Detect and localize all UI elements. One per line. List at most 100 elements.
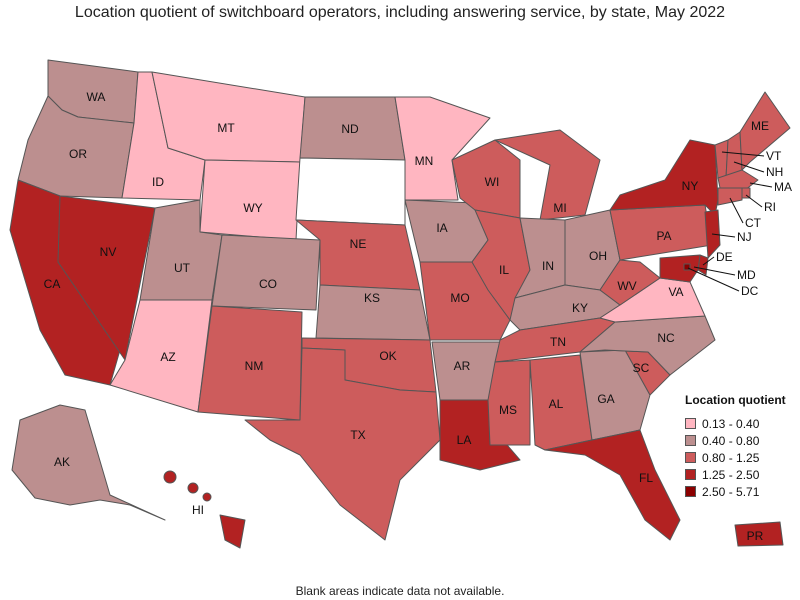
state-hi-island — [163, 470, 177, 484]
state-hi — [219, 514, 246, 549]
state-label-md: MD — [737, 268, 756, 282]
state-label-ny: NY — [682, 179, 699, 193]
state-mt — [151, 71, 306, 163]
state-label-wa: WA — [87, 90, 106, 104]
state-ny — [609, 139, 719, 216]
state-label-co: CO — [259, 277, 277, 291]
state-label-al: AL — [549, 397, 564, 411]
footnote: Blank areas indicate data not available. — [295, 584, 505, 598]
legend-swatch — [685, 469, 696, 480]
state-label-il: IL — [499, 263, 509, 277]
leader-line-dc — [687, 267, 740, 292]
state-label-ks: KS — [364, 291, 380, 305]
state-fl — [544, 429, 681, 541]
state-label-ga: GA — [597, 392, 614, 406]
state-label-nd: ND — [341, 122, 359, 136]
state-label-oh: OH — [589, 249, 607, 263]
state-label-nh: NH — [766, 165, 783, 179]
state-label-fl: FL — [639, 471, 653, 485]
state-label-mt: MT — [217, 121, 235, 135]
legend-label: 0.13 - 0.40 — [702, 416, 760, 431]
state-sd — [295, 157, 406, 226]
map-title: Location quotient of switchboard operato… — [74, 4, 726, 21]
state-label-ak: AK — [54, 455, 70, 469]
state-label-ia: IA — [436, 221, 447, 235]
state-label-me: ME — [751, 119, 769, 133]
state-label-wy: WY — [243, 201, 262, 215]
state-label-tx: TX — [350, 428, 365, 442]
state-md — [659, 254, 701, 283]
state-label-wv: WV — [617, 279, 636, 293]
state-label-hi: HI — [192, 503, 204, 517]
state-label-or: OR — [69, 147, 87, 161]
state-nc — [579, 315, 716, 376]
state-pr — [734, 521, 784, 547]
state-wy — [199, 159, 301, 241]
state-mn — [394, 96, 491, 201]
state-label-nv: NV — [100, 245, 117, 259]
state-label-wi: WI — [485, 175, 500, 189]
state-label-ma: MA — [774, 180, 792, 194]
state-label-ok: OK — [379, 349, 396, 363]
state-label-ct: CT — [745, 216, 762, 230]
state-label-tn: TN — [550, 335, 566, 349]
legend-swatch — [685, 452, 696, 463]
state-label-pr: PR — [747, 529, 764, 543]
state-mo — [419, 261, 511, 341]
state-label-pa: PA — [656, 229, 671, 243]
state-label-dc: DC — [741, 284, 759, 298]
state-ak — [11, 404, 166, 521]
state-ct — [717, 187, 743, 206]
state-hi-island — [202, 492, 212, 502]
state-wv — [599, 259, 661, 306]
leader-line-nj — [711, 233, 736, 238]
legend-title: Location quotient — [685, 393, 786, 407]
state-label-nj: NJ — [737, 230, 752, 244]
state-co — [211, 234, 321, 311]
legend-label: 0.40 - 0.80 — [702, 433, 760, 448]
state-label-mn: MN — [415, 154, 434, 168]
state-label-ms: MS — [499, 403, 517, 417]
leader-line-ct — [729, 197, 744, 224]
state-label-nm: NM — [245, 359, 264, 373]
legend-label: 1.25 - 2.50 — [702, 467, 760, 482]
state-label-nc: NC — [657, 331, 675, 345]
state-label-de: DE — [716, 250, 733, 264]
state-label-mo: MO — [450, 291, 469, 305]
state-label-sc: SC — [633, 361, 650, 375]
state-label-la: LA — [457, 433, 472, 447]
leader-line-nh — [733, 161, 765, 173]
state-label-va: VA — [668, 285, 683, 299]
state-dc — [683, 263, 691, 271]
leader-line-ri — [745, 194, 763, 208]
legend-item: 0.13 - 0.40 — [685, 415, 795, 432]
state-label-vt: VT — [766, 149, 782, 163]
leader-line-de — [702, 256, 715, 266]
state-label-ne: NE — [350, 237, 367, 251]
state-label-az: AZ — [160, 350, 175, 364]
legend-item: 1.25 - 2.50 — [685, 466, 795, 483]
state-tx — [244, 347, 441, 541]
state-label-ri: RI — [764, 200, 776, 214]
state-label-ky: KY — [572, 301, 588, 315]
state-me — [739, 91, 791, 171]
legend-swatch — [685, 486, 696, 497]
leader-line-vt — [721, 151, 765, 157]
state-label-ar: AR — [454, 359, 471, 373]
state-az — [109, 299, 213, 413]
state-ma — [717, 169, 759, 191]
legend-swatch — [685, 435, 696, 446]
legend-item: 2.50 - 5.71 — [685, 483, 795, 500]
state-label-mi: MI — [553, 201, 566, 215]
legend: Location quotient 0.13 - 0.40 0.40 - 0.80… — [685, 393, 795, 500]
leader-line-md — [693, 266, 736, 276]
legend-item: 0.80 - 1.25 — [685, 449, 795, 466]
state-ms — [487, 359, 531, 446]
legend-item: 0.40 - 0.80 — [685, 432, 795, 449]
legend-label: 0.80 - 1.25 — [702, 450, 760, 465]
leader-line-ma — [749, 182, 773, 188]
state-label-in: IN — [542, 259, 554, 273]
state-hi-island — [187, 482, 199, 494]
